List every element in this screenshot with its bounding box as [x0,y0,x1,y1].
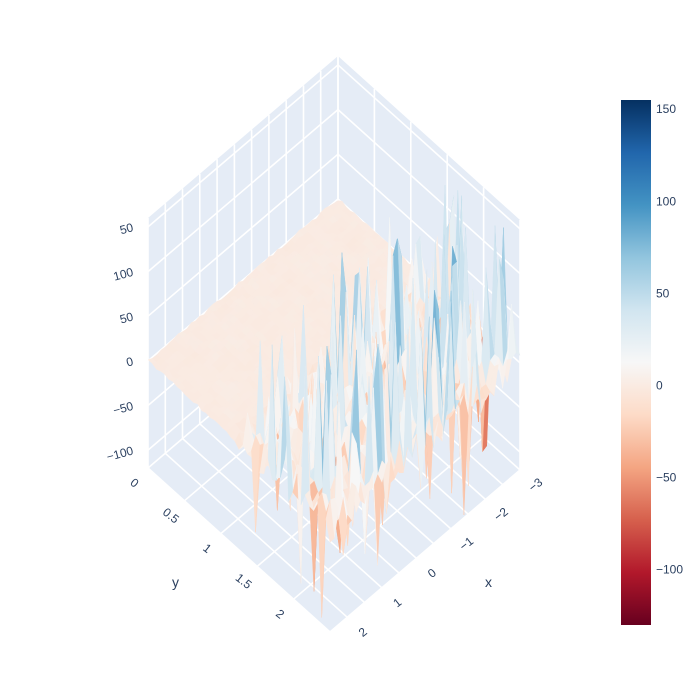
y-tick-label: 1.5 [233,571,255,593]
grid-line-floor-x [199,423,383,589]
grid-line-floor-y [329,469,521,633]
surface-cell [325,500,335,543]
x-tick-label: −3 [526,475,546,495]
colorbar-tick-label: 0 [656,379,663,393]
colorbar-tick-label: −100 [656,563,683,577]
x-tick-label: 2 [356,624,370,639]
colorbar: 150 100 50 0 −50 −100 [621,100,683,625]
y-tick-label: 2 [273,606,287,621]
colorbar-bar [621,100,651,625]
y-tick-label: 1 [200,541,214,556]
grid-line-z [147,108,521,275]
x-tick-label: −1 [457,534,477,554]
z-tick-label: 100 [112,265,135,284]
colorbar-tick-label: 50 [656,286,670,300]
x-tick-label: 0 [425,565,439,580]
grid-line-floor-x [164,452,348,618]
colorbar-tick-label: −50 [656,471,677,485]
x-tick-label: 1 [390,595,404,610]
surface-mesh [147,185,521,618]
x-axis-title: x [485,574,492,590]
z-tick-label: 0 [125,354,135,369]
y-axis-title: y [172,574,179,590]
colorbar-tick-label: 150 [656,102,676,116]
z-tick-label: 50 [118,220,135,237]
z-tick-label: −50 [111,399,135,418]
x-tick-label: −2 [491,504,511,524]
grid-line-z [147,63,521,230]
z-tick-label: 50 [118,310,135,327]
tick-labels: −3 −2 −1 0 1 2 0 0.5 1 1.5 2 −100 −50 0 50 100 50 [105,220,545,639]
y-tick-label: 0 [128,475,142,490]
y-tick-label: 0.5 [160,505,182,527]
colorbar-ticks: 150 100 50 0 −50 −100 [656,102,683,577]
colorbar-tick-label: 100 [656,194,676,208]
z-tick-label: −100 [105,443,135,464]
grid-line-floor-x [181,437,366,604]
grid-line-floor-x [147,467,331,633]
